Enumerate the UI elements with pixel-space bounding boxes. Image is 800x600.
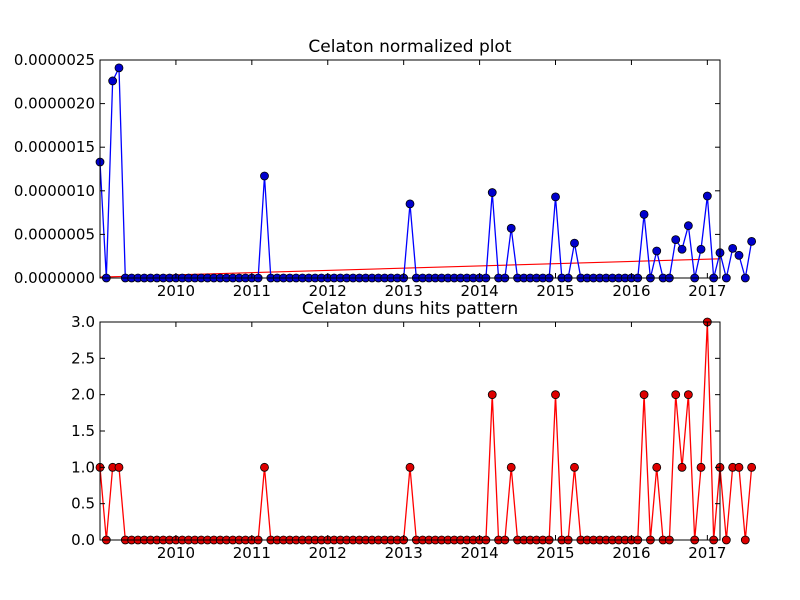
data-point (260, 462, 269, 472)
data-point (551, 390, 560, 400)
y-tick-label: 0.5 (71, 495, 95, 513)
data-point (487, 390, 497, 400)
data-point (405, 462, 415, 472)
y-tick-label: 0.0000025 (14, 51, 95, 69)
data-point (506, 462, 516, 472)
data-point (696, 462, 706, 472)
axes-frame (99, 59, 721, 279)
x-tick-label: 2016 (612, 282, 650, 300)
x-tick-label: 2010 (157, 282, 195, 300)
x-tick-label: 2017 (688, 282, 726, 300)
chart-title: Celaton duns hits pattern (302, 299, 518, 319)
trend-line (99, 258, 721, 278)
x-tick-label: 2017 (688, 544, 726, 562)
data-point (570, 238, 579, 248)
x-tick-label: 2011 (233, 544, 271, 562)
data-point (734, 250, 744, 260)
y-tick-label: 0.0000020 (14, 95, 95, 113)
data-point (721, 273, 731, 283)
axes-frame (99, 321, 721, 541)
data-point (405, 199, 415, 209)
data-point (551, 192, 560, 202)
x-tick-label: 2016 (612, 544, 650, 562)
data-point (683, 221, 693, 231)
data-point (677, 462, 687, 472)
data-point (114, 63, 124, 73)
data-point (728, 243, 738, 253)
data-point (639, 390, 649, 400)
series-line (99, 67, 753, 279)
y-tick-label: 0.0000010 (14, 182, 95, 200)
y-tick-label: 0.0000015 (14, 138, 95, 156)
y-tick-label: 1.0 (71, 458, 95, 476)
x-tick-label: 2012 (309, 544, 347, 562)
data-point (260, 171, 269, 181)
data-point (677, 244, 687, 254)
y-tick-label: 3.0 (71, 313, 95, 331)
data-point (747, 236, 757, 246)
x-tick-label: 2013 (385, 282, 423, 300)
data-point (740, 535, 750, 545)
data-point (702, 191, 712, 201)
data-point (696, 244, 706, 254)
y-tick-label: 0.0000005 (14, 225, 95, 243)
y-tick-label: 2.0 (71, 386, 95, 404)
data-point (639, 209, 649, 219)
x-tick-label: 2015 (536, 282, 574, 300)
data-point (683, 390, 693, 400)
data-point (652, 246, 662, 256)
series-line (99, 321, 753, 541)
data-point (114, 462, 124, 472)
chart-title: Celaton normalized plot (308, 37, 511, 57)
data-point (570, 462, 579, 472)
data-point (652, 462, 662, 472)
x-tick-label: 2012 (309, 282, 347, 300)
x-tick-label: 2014 (460, 282, 498, 300)
normalized-chart: Celaton normalized plot 0.0000000 0.00000… (14, 37, 757, 300)
data-point (740, 273, 750, 283)
data-point (734, 462, 744, 472)
data-point (721, 535, 731, 545)
y-tick-label: 0.0000000 (14, 269, 95, 287)
y-tick-label: 1.5 (71, 422, 95, 440)
x-tick-label: 2015 (536, 544, 574, 562)
x-tick-label: 2011 (233, 282, 271, 300)
hits-chart: Celaton duns hits pattern 0.0 0.5 1.0 1.5 2.… (71, 299, 757, 562)
x-tick-label: 2010 (157, 544, 195, 562)
data-point (747, 462, 757, 472)
data-point (506, 223, 516, 233)
data-point (671, 390, 681, 400)
y-tick-label: 0.0 (71, 531, 95, 549)
y-tick-label: 2.5 (71, 349, 95, 367)
data-point (487, 188, 497, 197)
data-point (671, 235, 681, 245)
data-point (108, 76, 118, 86)
x-tick-label: 2014 (460, 544, 498, 562)
x-tick-label: 2013 (385, 544, 423, 562)
